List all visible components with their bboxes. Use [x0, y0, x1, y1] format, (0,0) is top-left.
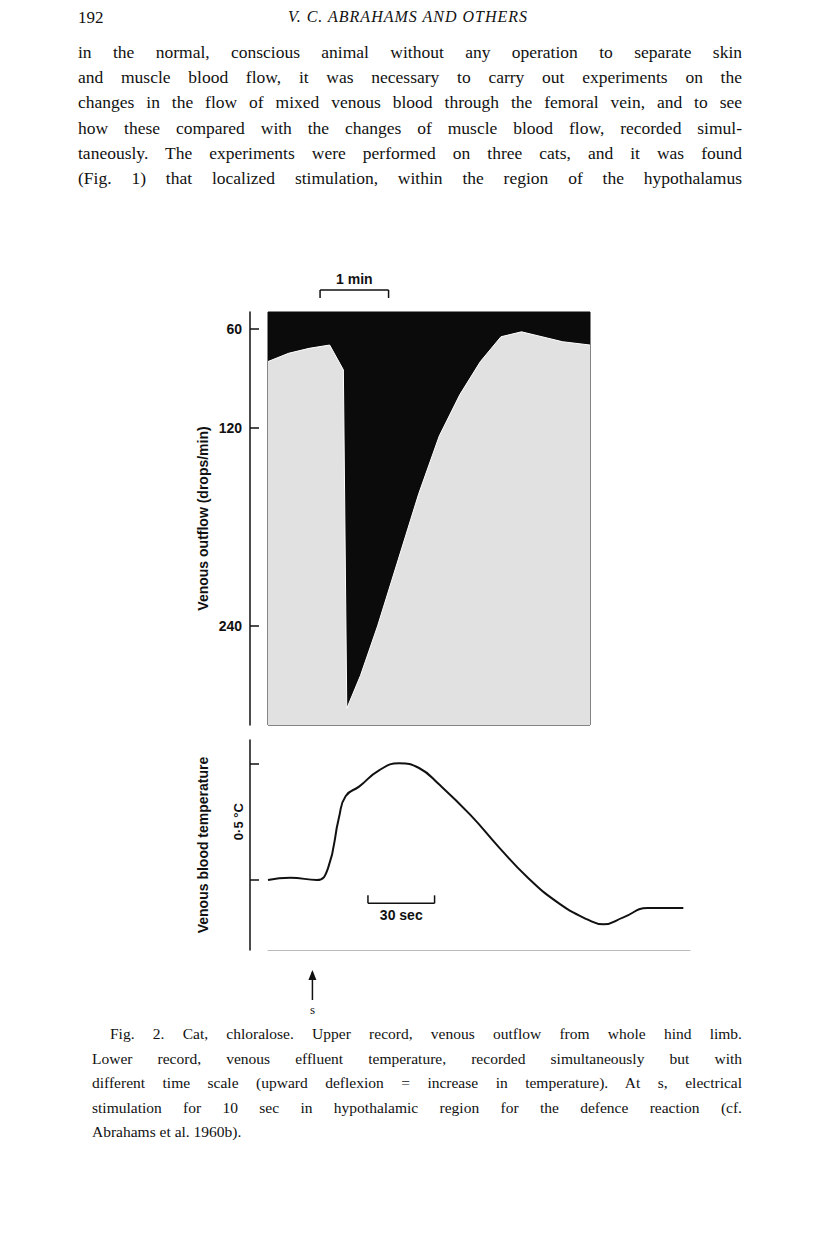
html-text:different time scale (upward d: different time scale (upward deflexion =…	[92, 1074, 742, 1091]
svg-text:60: 60	[226, 321, 242, 337]
html-text:Fig. 2. Cat, chloralose. Upper: Fig. 2. Cat, chloralose. Upper record, v…	[110, 1025, 742, 1042]
svg-text:0·5 °C: 0·5 °C	[231, 803, 246, 841]
svg-text:1 min: 1 min	[336, 271, 373, 287]
html-text:Lower record, venous effluent: Lower record, venous effluent temperatur…	[92, 1049, 742, 1067]
html-text:taneously. The experiments wer: taneously. The experiments were performe…	[78, 142, 742, 163]
svg-text:Venous blood temperature: Venous blood temperature	[195, 756, 211, 933]
html-text:and muscle blood flow, it was: and muscle blood flow, it was necessary …	[78, 67, 742, 88]
html-text:(Fig. 1) that localized stimul: (Fig. 1) that localized stimulation, wit…	[78, 168, 742, 188]
svg-text:240: 240	[219, 618, 243, 634]
svg-text:Venous outflow (drops/min): Venous outflow (drops/min)	[195, 426, 211, 610]
html-text:changes in the flow of mixed v: changes in the flow of mixed venous bloo…	[78, 92, 742, 113]
html-text:V. C. ABRAHAMS AND OTHERS: V. C. ABRAHAMS AND OTHERS	[287, 8, 528, 25]
html-text:how these compared with the ch: how these compared with the changes of m…	[78, 117, 742, 138]
html-text:192: 192	[78, 8, 104, 27]
html-text:Abrahams et al. 1960b).: Abrahams et al. 1960b).	[92, 1123, 242, 1140]
svg-text:30 sec: 30 sec	[380, 907, 423, 923]
svg-text:120: 120	[219, 420, 243, 436]
html-text:in the normal, conscious anima: in the normal, conscious animal without …	[78, 42, 742, 62]
svg-text:s: s	[310, 1002, 315, 1017]
html-text:stimulation for 10 sec in hypo: stimulation for 10 sec in hypothalamic r…	[92, 1098, 742, 1116]
